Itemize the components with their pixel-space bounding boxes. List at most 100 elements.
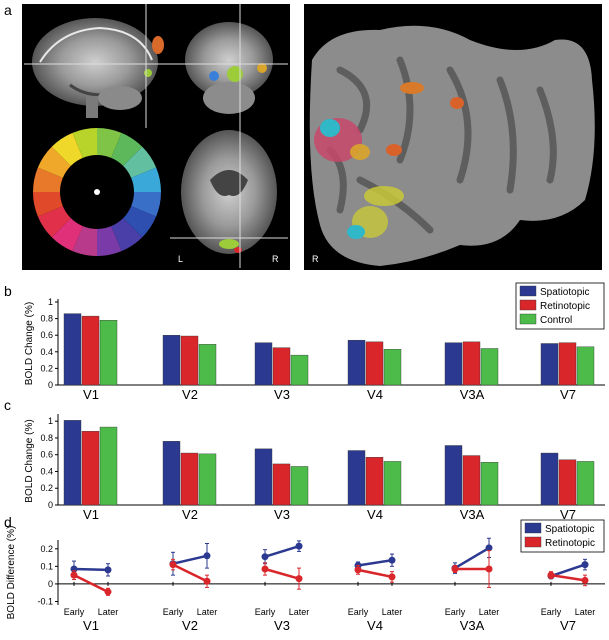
bar-retinotopic-v4 [365,341,384,386]
bar-control-v3 [290,466,309,506]
point-retinotopic [104,588,112,596]
panel-letter-d: d [4,514,12,530]
color-wheel-segment [123,146,157,178]
series-line-spatiotopic [454,546,490,570]
color-wheel-segment [33,192,63,217]
bar-spatiotopic-v4 [347,450,366,506]
point-spatiotopic [261,553,269,561]
color-wheel-segment [123,206,157,238]
point-retinotopic [261,565,269,573]
color-wheel-segment [111,132,143,166]
x-tick-label: Early [348,607,369,617]
bar-control-v7 [576,346,595,386]
chart-d: -0.1 0 0.1 0.2 BOLD Difference (%) Early Later… [6,519,605,633]
bar-retinotopic-v3 [272,347,291,386]
y-axis-label: BOLD Change (%) [24,419,35,502]
x-tick-label: Later [98,607,119,617]
bar-retinotopic-v7 [558,459,577,506]
series-line-retinotopic [550,573,586,582]
legend: Spatiotopic Retinotopic Control [515,282,605,330]
color-wheel-segment [111,218,143,252]
x-tick-label: Early [64,607,85,617]
x-tick-label: Early [541,607,562,617]
bar-spatiotopic-v2 [162,441,181,506]
category-label: V3 [274,618,290,633]
bar-control-v2 [198,344,217,386]
axial-slice [181,130,277,254]
bar-retinotopic-v2 [180,452,199,506]
y-tick-label: 0.2 [40,544,53,554]
y-tick-label: 0.1 [40,561,53,571]
point-retinotopic [295,575,303,583]
y-tick-label: 0 [48,380,53,390]
category-label: V1 [83,387,99,402]
point-spatiotopic [295,542,303,550]
color-wheel-segment [37,206,71,238]
y-tick-label: 0.4 [40,466,53,476]
y-tick-label: 0.6 [40,330,53,340]
bar-spatiotopic-v3 [254,342,273,386]
bar-control-v1 [99,320,118,386]
bar-retinotopic-v7 [558,342,577,386]
y-tick-label: 0.4 [40,347,53,357]
point-retinotopic [581,576,589,584]
x-tick-label: Early [255,607,276,617]
category-label: V3A [460,507,485,522]
bar-control-v3a [480,462,499,506]
flatmap-label: R [312,254,319,264]
point-retinotopic [547,571,555,579]
point-spatiotopic [581,561,589,569]
y-axis-label: BOLD Difference (%) [6,526,17,620]
color-wheel-segment [72,226,97,256]
bar-control-v7 [576,461,595,506]
category-label: V7 [560,387,576,402]
y-tick-label: 1 [48,416,53,426]
x-tick-label: Early [445,607,466,617]
x-tick-label: Later [575,607,596,617]
legend-swatch [524,522,542,534]
bar-control-v3 [290,354,309,386]
x-tick-label: Later [289,607,310,617]
category-label: V1 [83,618,99,633]
panel-letter-a: a [4,2,12,18]
y-tick-label: 1 [48,297,53,307]
legend-swatch [524,536,542,548]
category-label: V7 [560,618,576,633]
category-label: V3 [274,507,290,522]
legend-entry: Retinotopic [545,538,595,549]
x-tick-label: Later [382,607,403,617]
category-label: V4 [367,618,383,633]
category-label: V1 [83,507,99,522]
color-wheel-segment [97,128,122,158]
brain-slices-panel: L R [22,4,290,270]
bar-spatiotopic-v3 [254,448,273,506]
chart-b: 0 0.2 0.4 0.6 0.8 1 BOLD Change (%) V1 V2 V3 V4 V3A… [24,282,605,402]
bar-control-v3a [480,348,499,386]
category-label: V2 [182,507,198,522]
category-label: V7 [560,507,576,522]
bar-retinotopic-v4 [365,457,384,506]
bar-control-v4 [383,461,402,506]
bar-spatiotopic-v1 [63,313,82,386]
series-line-retinotopic [264,567,300,580]
category-label: V4 [367,387,383,402]
y-tick-label: 0.2 [40,363,53,373]
fixation-dot [94,189,100,195]
panel-letter-b: b [4,283,12,299]
bar-control-v2 [198,453,217,506]
y-tick-label: 0.2 [40,483,53,493]
bar-retinotopic-v1 [81,431,100,506]
point-spatiotopic [203,552,211,560]
y-tick-label: -0.1 [37,596,53,606]
bar-spatiotopic-v7 [540,343,559,386]
axial-right-label: R [272,254,279,264]
point-retinotopic [485,565,493,573]
series-line-spatiotopic [550,563,586,578]
bar-spatiotopic-v1 [63,420,82,506]
legend-swatch [519,313,537,325]
coronal-slice [185,22,273,114]
bar-spatiotopic-v2 [162,335,181,386]
bar-retinotopic-v3a [462,341,481,386]
point-retinotopic [203,577,211,585]
